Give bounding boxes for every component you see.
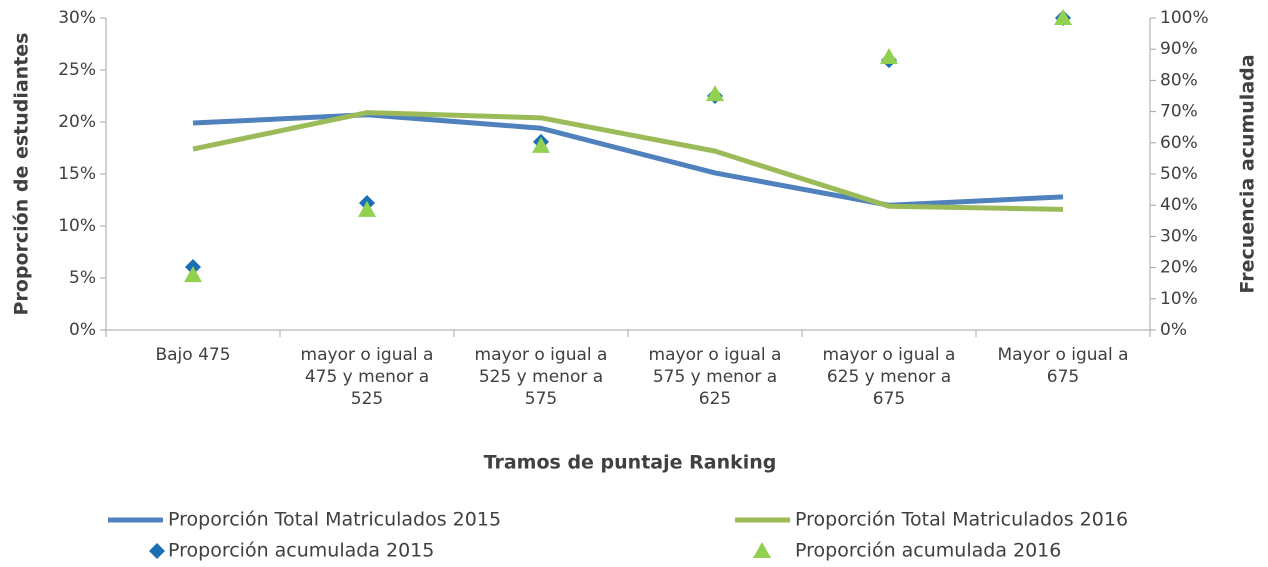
y2-tick-label: 70% <box>1160 102 1198 122</box>
legend-label: Proporción acumulada 2016 <box>795 540 1061 562</box>
y-tick-label: 5% <box>69 268 96 288</box>
y2-tick-label: 30% <box>1160 226 1198 246</box>
x-axis-label: Tramos de puntaje Ranking <box>484 452 777 474</box>
triangle-marker <box>1054 9 1072 25</box>
y-tick-label: 20% <box>58 112 96 132</box>
y2-tick-label: 20% <box>1160 258 1198 278</box>
y-axis-label: Proporción de estudiantes <box>11 33 33 316</box>
legend-label: Proporción acumulada 2015 <box>168 540 434 562</box>
legend-swatch <box>753 542 771 558</box>
legend-label: Proporción Total Matriculados 2016 <box>795 509 1128 531</box>
series-line <box>192 112 1064 208</box>
x-tick-label: mayor o igual a 575 y menor a 625 <box>648 345 782 409</box>
y2-axis-label: Frecuencia acumulada <box>1237 54 1259 293</box>
y-tick-label: 0% <box>69 320 96 340</box>
y2-tick-label: 40% <box>1160 195 1198 215</box>
y-tick-label: 15% <box>58 164 96 184</box>
x-tick-label: mayor o igual a 475 y menor a 525 <box>300 345 434 409</box>
y-tick-label: 10% <box>58 216 96 236</box>
y-tick-label: 25% <box>58 60 96 80</box>
x-tick-label: Mayor o igual a 675 <box>997 345 1129 387</box>
y-tick-label: 30% <box>58 8 96 28</box>
y2-tick-label: 10% <box>1160 289 1198 309</box>
x-tick-label: mayor o igual a 625 y menor a 675 <box>822 345 956 409</box>
series-line <box>192 110 1064 212</box>
triangle-marker <box>880 48 898 64</box>
y2-tick-label: 0% <box>1160 320 1187 340</box>
y2-tick-label: 80% <box>1160 70 1198 90</box>
triangle-marker <box>532 136 550 153</box>
y2-tick-label: 100% <box>1160 8 1209 28</box>
y2-tick-label: 90% <box>1160 39 1198 59</box>
triangle-marker <box>184 266 202 283</box>
y2-tick-label: 60% <box>1160 133 1198 153</box>
y2-tick-label: 50% <box>1160 164 1198 184</box>
legend-swatch <box>149 543 165 559</box>
x-tick-label: Bajo 475 <box>155 345 231 365</box>
triangle-marker <box>706 85 724 102</box>
legend-label: Proporción Total Matriculados 2015 <box>168 509 501 531</box>
triangle-marker <box>358 200 376 217</box>
x-tick-label: mayor o igual a 525 y menor a 575 <box>474 345 608 409</box>
